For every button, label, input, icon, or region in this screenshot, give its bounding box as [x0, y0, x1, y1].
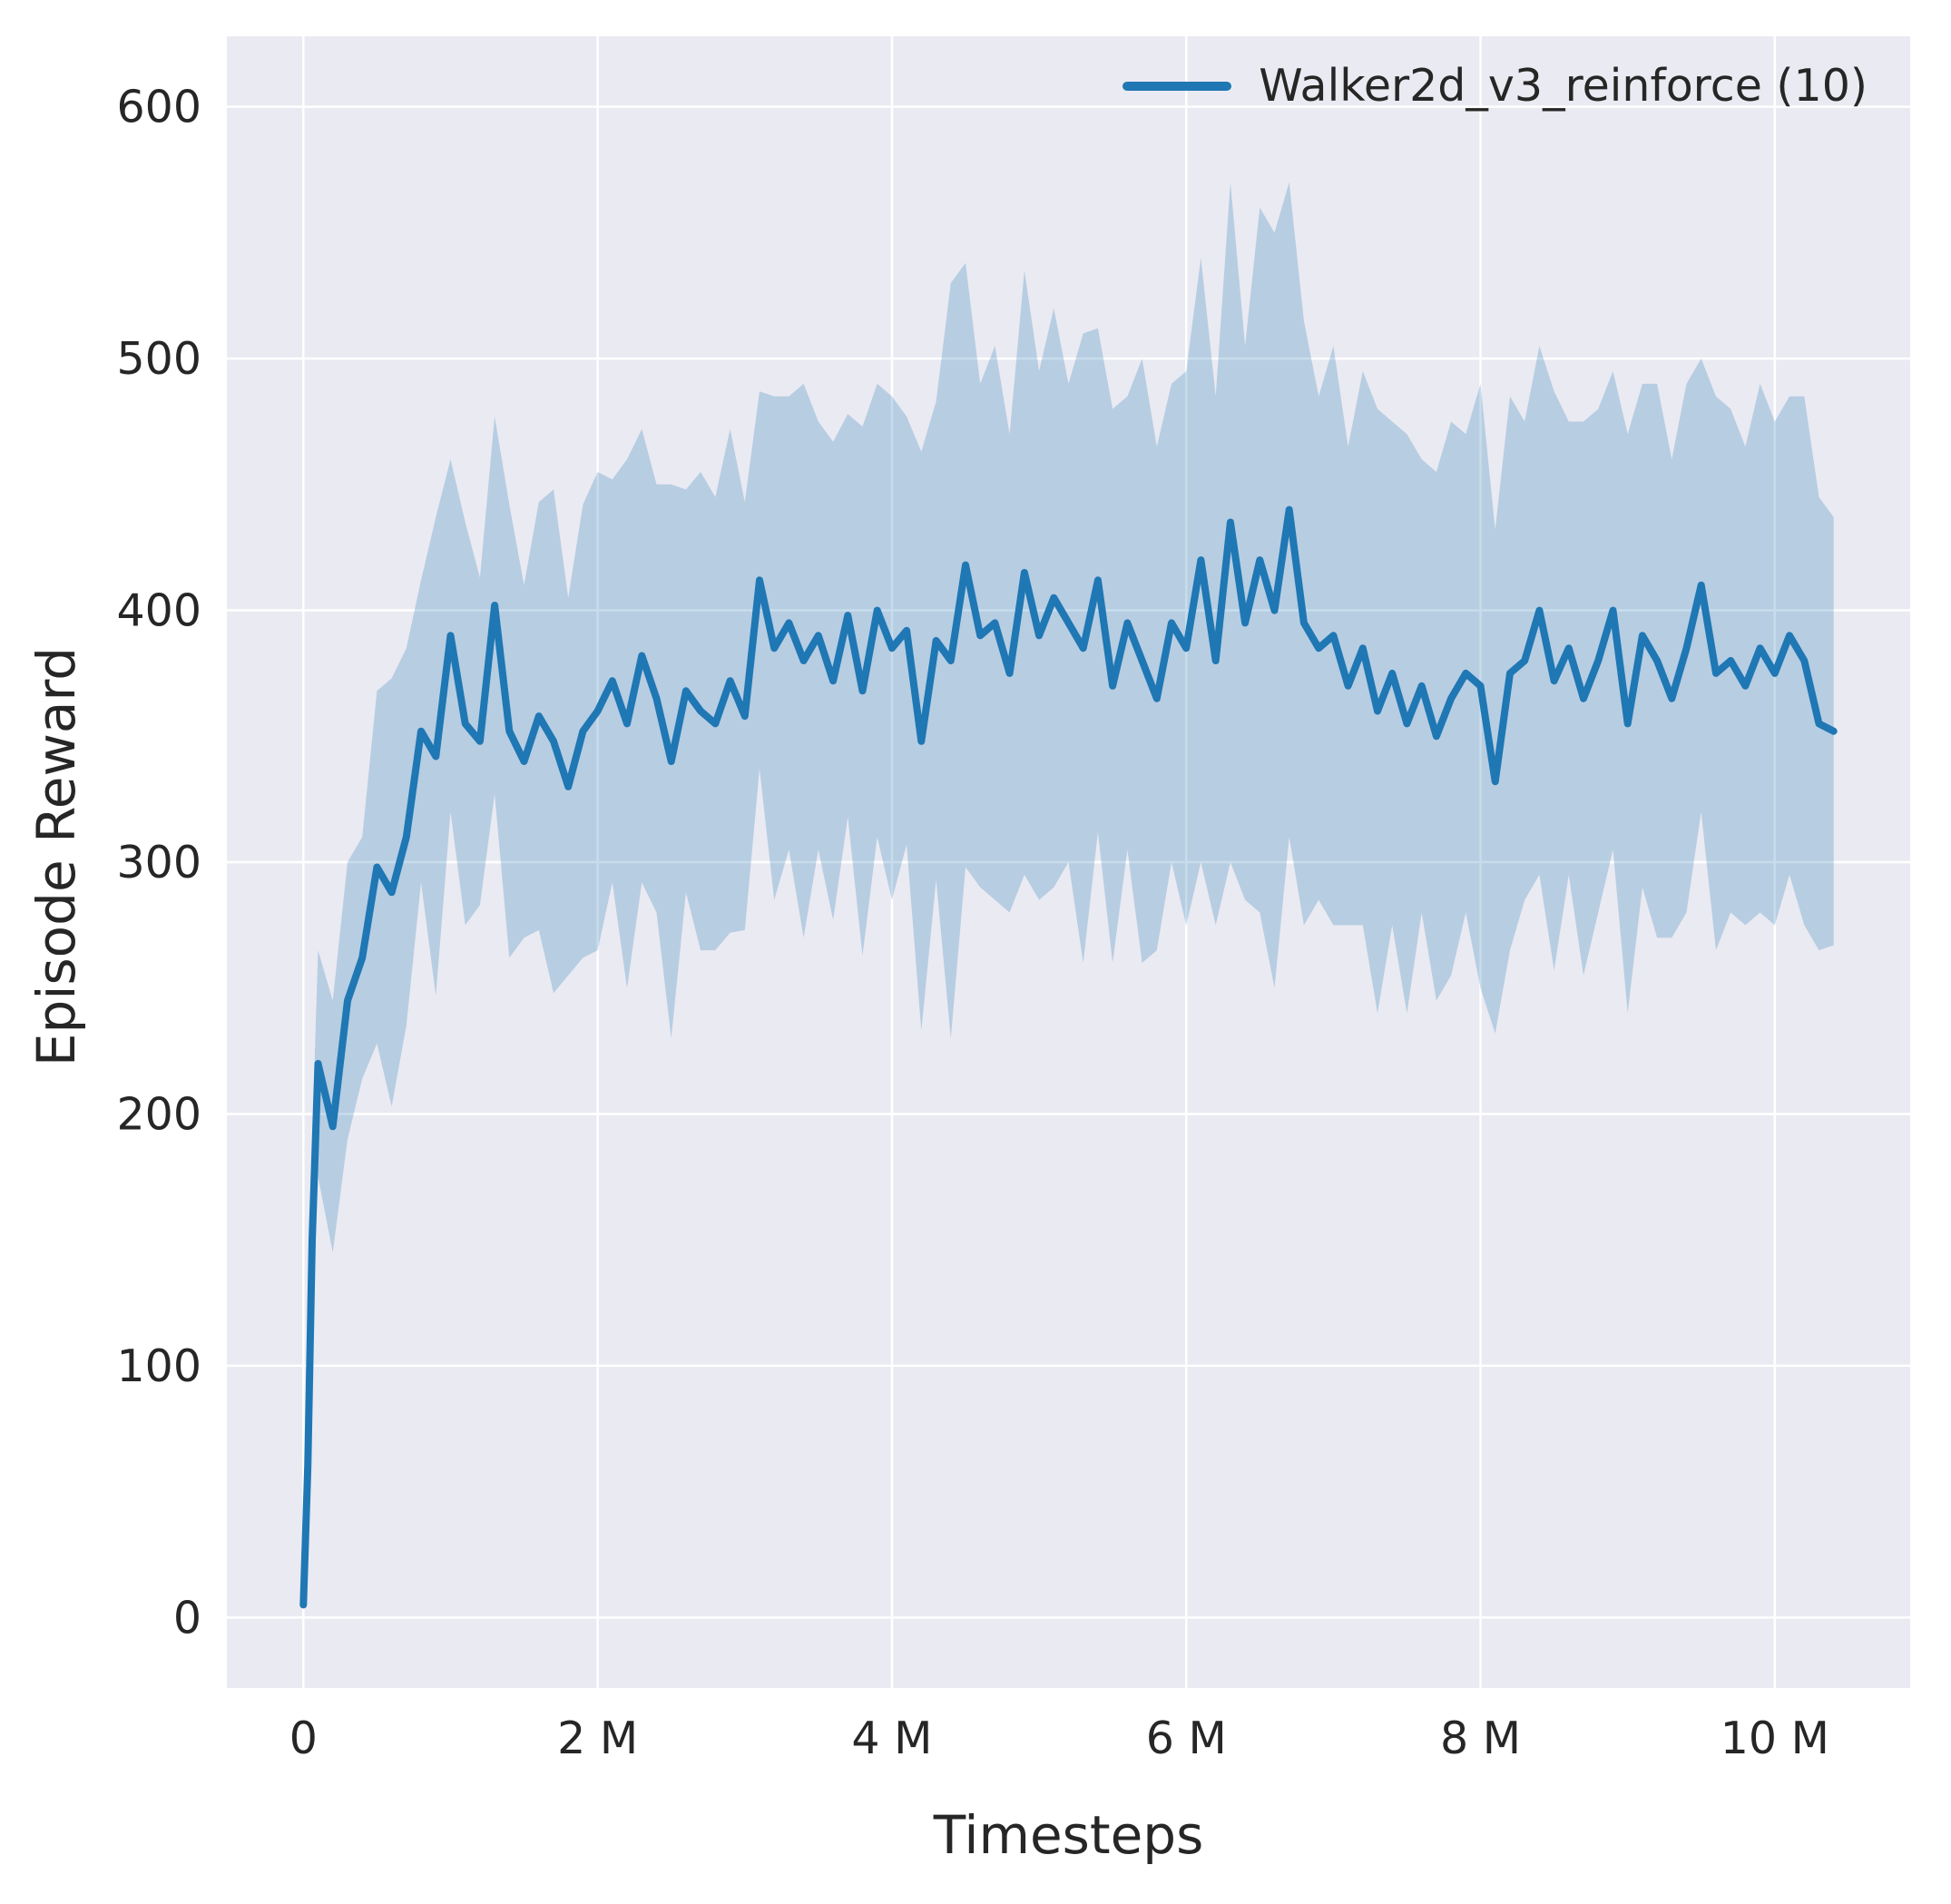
y-tick-label: 100: [116, 1340, 201, 1392]
mean-line: [299, 505, 1838, 1609]
y-tick-label: 300: [116, 837, 201, 888]
legend-line-swatch: [1123, 81, 1232, 91]
x-tick-label: 8 M: [1440, 1713, 1521, 1764]
y-axis-label: Episode Reward: [25, 646, 87, 1067]
y-tick-label: 600: [116, 82, 201, 133]
x-tick-label: 6 M: [1146, 1713, 1227, 1764]
y-tick-label: 500: [116, 333, 201, 385]
x-tick-label: 4 M: [851, 1713, 932, 1764]
y-tick-label: 0: [173, 1592, 201, 1644]
y-tick-label: 200: [116, 1088, 201, 1140]
legend: Walker2d_v3_reinforce (10): [1123, 60, 1868, 112]
x-tick-label: 10 M: [1721, 1713, 1829, 1764]
legend-label: Walker2d_v3_reinforce (10): [1259, 60, 1868, 112]
x-tick-label: 2 M: [557, 1713, 638, 1764]
x-tick-label: 0: [289, 1713, 318, 1764]
y-tick-label: 400: [116, 585, 201, 637]
confidence-band: [303, 182, 1834, 1610]
x-axis-label: Timesteps: [933, 1804, 1204, 1866]
